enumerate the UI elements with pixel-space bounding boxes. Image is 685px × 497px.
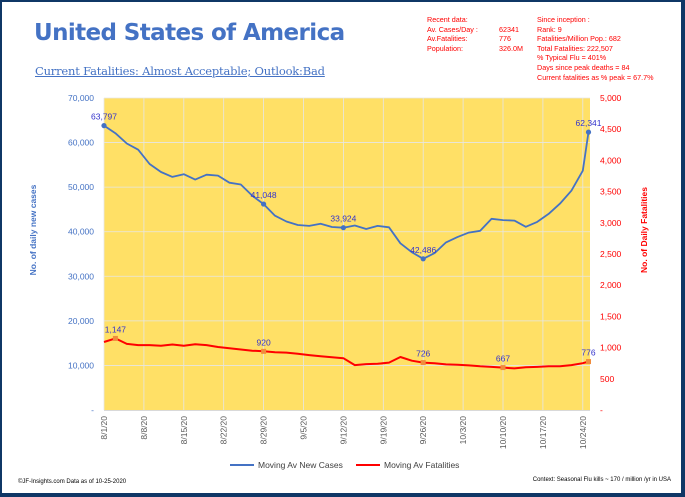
recent-data-panel: Recent data: Av. Cases/Day : 62341 Av.Fat…: [427, 15, 523, 53]
footer-context: Context: Seasonal Flu kills ~ 170 / mill…: [532, 477, 671, 483]
gridlines: [103, 97, 590, 411]
legend-label-cases: Moving Av New Cases: [258, 460, 343, 470]
x-tick-label: 8/8/20: [139, 416, 149, 440]
legend-label-fatalities: Moving Av Fatalities: [384, 460, 459, 470]
x-tick-label: 8/22/20: [219, 416, 229, 445]
fatalities-line: [103, 337, 589, 370]
recent-value: 326.0M: [499, 43, 523, 53]
cases-marker: [101, 123, 107, 129]
x-tick-label: 10/10/20: [498, 416, 508, 449]
fatalities-marker: [112, 335, 118, 341]
cases-data-label: 33,924: [330, 214, 356, 224]
cases-data-label: 62,341: [576, 118, 602, 128]
fatalities-marker: [261, 348, 267, 354]
outlook-subtitle[interactable]: Current Fatalities: Almost Acceptable; O…: [35, 64, 325, 78]
left-tick-label: -: [91, 405, 94, 415]
cases-line: [103, 124, 590, 260]
x-tick-label: 9/5/20: [299, 416, 309, 440]
right-tick-label: -: [600, 405, 603, 415]
x-tick-label: 10/17/20: [538, 416, 548, 449]
inception-line: Rank: 9: [537, 24, 562, 34]
cases-data-label: 41,048: [251, 190, 277, 200]
cases-data-label: 42,486: [410, 245, 436, 255]
page-title: United States of America: [34, 20, 345, 46]
right-tick-label: 3,000: [600, 218, 622, 228]
cases-marker: [420, 256, 426, 262]
inception-line: Fatalities/Million Pop.: 682: [537, 34, 621, 44]
right-tick-label: 2,500: [600, 249, 622, 259]
x-tick-label: 9/19/20: [378, 416, 388, 445]
recent-label: Av. Cases/Day :: [427, 24, 478, 34]
inception-line: Days since peak deaths = 84: [537, 62, 630, 72]
recent-row: Av.Fatalities: 776: [427, 34, 523, 44]
fatalities-data-label: 920: [257, 337, 271, 347]
recent-heading: Recent data:: [427, 15, 468, 24]
left-tick-label: 30,000: [68, 271, 94, 281]
fatalities-marker: [586, 359, 591, 365]
recent-value: 62341: [499, 24, 519, 34]
footer-copyright: ©JF-Insights.com Data as of 10-25-2020: [18, 479, 127, 485]
x-tick-label: 8/15/20: [179, 416, 189, 445]
left-tick-label: 20,000: [68, 316, 94, 326]
x-tick-label: 10/24/20: [578, 416, 588, 449]
right-axis-title: No. of Daily Fatalities: [639, 187, 649, 273]
recent-label: Population:: [427, 43, 463, 53]
fatalities-data-label: 726: [416, 349, 430, 359]
x-axis-ticks: 8/1/20 8/8/20 8/15/20 8/22/20 8/29/20 9/5/20 9…: [99, 416, 588, 449]
inception-line: Current fatalities as % peak = 67.7%: [537, 72, 654, 82]
right-tick-label: 5,000: [600, 93, 622, 103]
inception-line: % Typical Flu = 401%: [537, 53, 607, 63]
cases-marker: [340, 225, 346, 231]
inception-line: Total Fatalities: 222,507: [537, 43, 613, 53]
right-axis-ticks: - 500 1,000 1,500 2,000 2,500 3,000 3,500 4,000 4…: [600, 93, 622, 415]
legend: Moving Av New Cases Moving Av Fatalities: [230, 460, 459, 470]
left-axis-ticks: - 10,000 20,000 30,000 40,000 50,000 60,000 70,…: [68, 93, 94, 415]
right-tick-label: 3,500: [600, 187, 622, 197]
right-tick-label: 4,000: [600, 155, 622, 165]
x-tick-label: 10/3/20: [458, 416, 468, 445]
inception-heading: Since inception :: [537, 15, 590, 24]
recent-label: Av.Fatalities:: [427, 34, 468, 44]
left-tick-label: 60,000: [68, 138, 94, 148]
left-tick-label: 40,000: [68, 227, 94, 237]
recent-row: Av. Cases/Day : 62341: [427, 25, 523, 35]
right-tick-label: 1,500: [600, 311, 622, 321]
recent-value: 776: [499, 34, 511, 44]
x-tick-label: 9/12/20: [338, 416, 348, 445]
left-axis-title: No. of daily new cases: [28, 184, 38, 275]
left-tick-label: 70,000: [68, 93, 94, 103]
left-tick-label: 50,000: [68, 182, 94, 192]
plot-area: [104, 98, 590, 410]
recent-row: Population: 326.0M: [427, 44, 523, 54]
cases-marker: [261, 201, 267, 207]
annotations: 63,797 41,048 33,924 42,486 62,341 1,147 920 72…: [91, 112, 602, 371]
series-layer: [103, 124, 590, 370]
fatalities-data-label: 776: [581, 348, 595, 358]
right-tick-label: 1,000: [600, 343, 622, 353]
right-tick-label: 2,000: [600, 280, 622, 290]
x-tick-label: 9/26/20: [418, 416, 428, 445]
inception-panel: Since inception : Rank: 9 Fatalities/Mil…: [537, 15, 653, 82]
fatalities-marker: [500, 365, 506, 371]
fatalities-marker: [420, 360, 426, 366]
fatalities-data-label: 667: [496, 354, 510, 364]
x-tick-label: 8/1/20: [99, 416, 109, 440]
left-tick-label: 10,000: [68, 360, 94, 370]
cases-marker: [585, 129, 592, 135]
right-tick-label: 500: [600, 374, 614, 384]
fatalities-data-label: 1,147: [105, 324, 127, 334]
cases-data-label: 63,797: [91, 112, 117, 122]
x-tick-label: 8/29/20: [259, 416, 269, 445]
right-tick-label: 4,500: [600, 124, 622, 134]
